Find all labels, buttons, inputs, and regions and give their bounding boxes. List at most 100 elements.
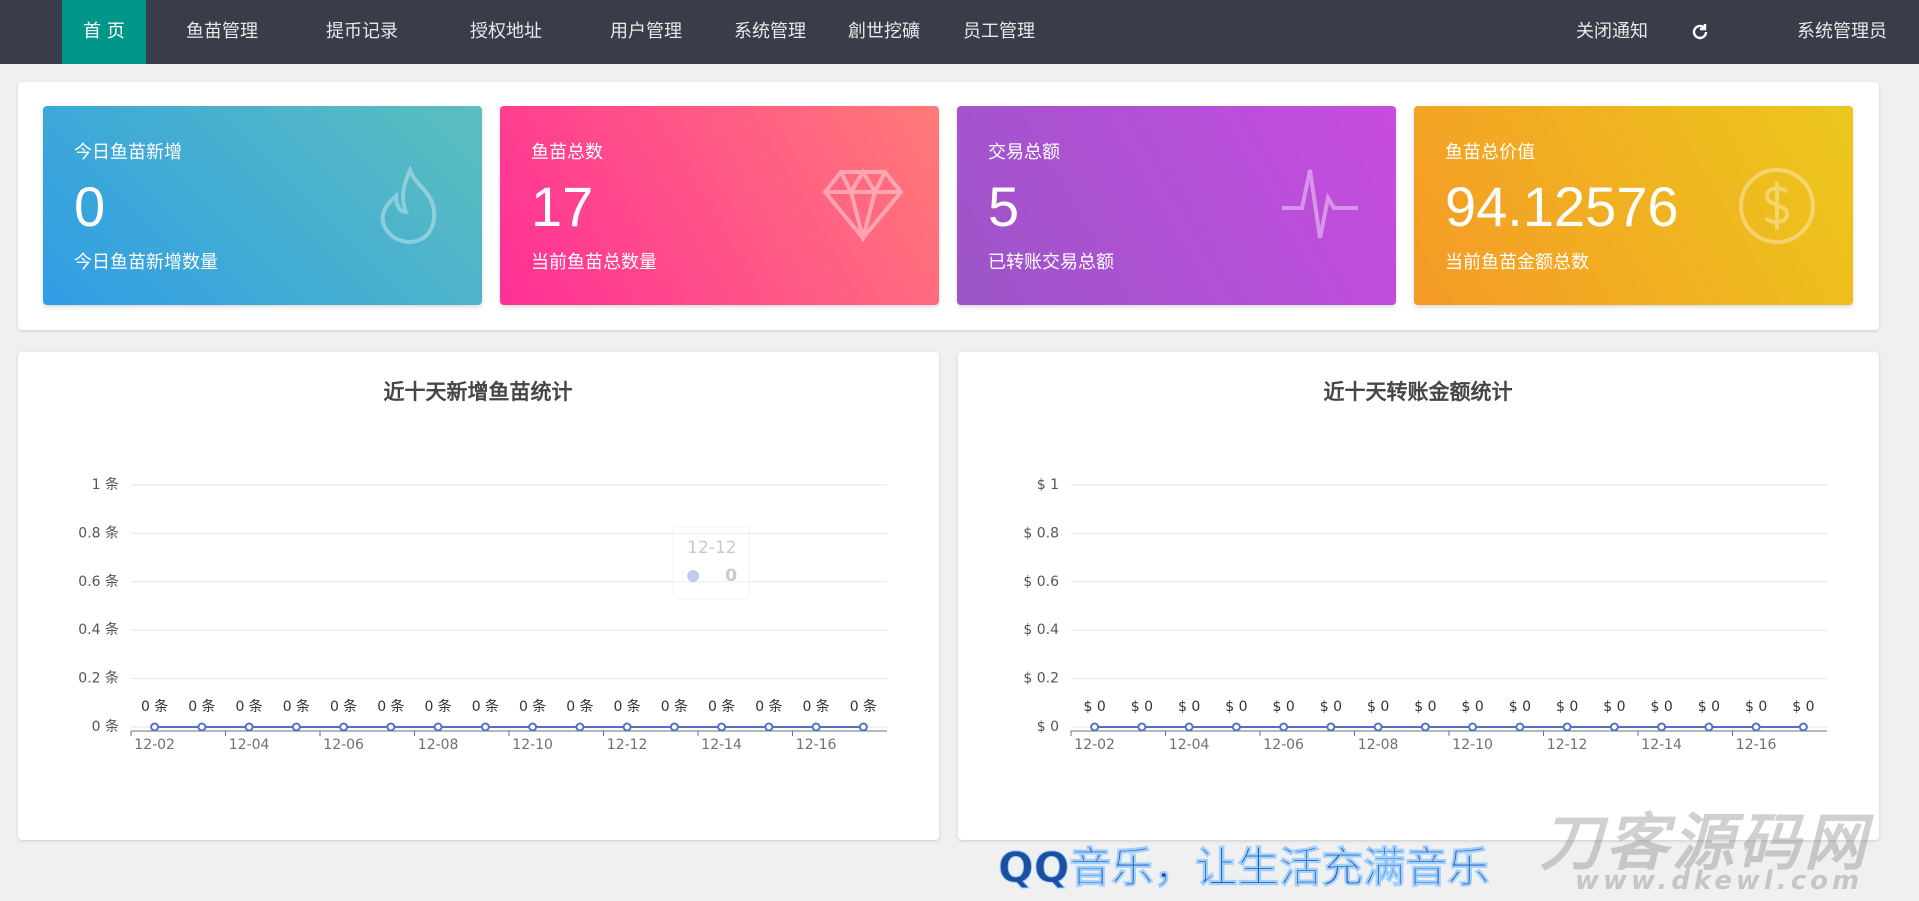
data-point bbox=[717, 722, 727, 732]
data-point bbox=[1704, 722, 1714, 732]
data-label: $ 0 bbox=[1745, 699, 1767, 715]
nav-item[interactable]: 授权地址 bbox=[470, 21, 542, 42]
data-label: $ 0 bbox=[1414, 699, 1436, 715]
nav-item[interactable]: 系统管理 bbox=[734, 21, 806, 42]
card-subtitle: 当前鱼苗金额总数 bbox=[1445, 252, 1589, 273]
data-label: 0 条 bbox=[141, 698, 168, 715]
x-tick-label: 12-06 bbox=[1263, 737, 1304, 753]
watermark-slogan: QQ音乐，让生活充满音乐 bbox=[997, 843, 1490, 893]
diamond-icon bbox=[823, 168, 903, 242]
y-tick-label: $ 0.4 bbox=[1023, 622, 1059, 638]
data-point bbox=[811, 722, 821, 732]
data-label: $ 0 bbox=[1272, 699, 1294, 715]
x-tick-label: 12-04 bbox=[1169, 737, 1210, 753]
x-tick-label: 12-02 bbox=[134, 737, 175, 753]
card-subtitle: 今日鱼苗新增数量 bbox=[74, 252, 218, 273]
x-tick-label: 12-06 bbox=[323, 737, 364, 753]
nav-item[interactable]: 关闭通知 bbox=[1576, 21, 1648, 42]
data-label: $ 0 bbox=[1650, 699, 1672, 715]
chart-title: 近十天转账金额统计 bbox=[1324, 380, 1513, 404]
x-tick-label: 12-16 bbox=[1736, 737, 1777, 753]
tooltip-dot bbox=[687, 570, 700, 582]
chart-title: 近十天新增鱼苗统计 bbox=[384, 380, 573, 404]
tooltip-title: 12-12 bbox=[687, 538, 736, 558]
card-title: 今日鱼苗新增 bbox=[74, 142, 182, 163]
data-point bbox=[244, 722, 254, 732]
data-point bbox=[1420, 722, 1430, 732]
data-label: 0 条 bbox=[235, 698, 262, 715]
data-label: $ 0 bbox=[1131, 699, 1153, 715]
data-point bbox=[1137, 722, 1147, 732]
data-label: 0 条 bbox=[188, 698, 215, 715]
nav-item[interactable]: 鱼苗管理 bbox=[186, 21, 258, 42]
data-point bbox=[1798, 722, 1808, 732]
card-title: 鱼苗总价值 bbox=[1445, 142, 1535, 163]
pulse-icon bbox=[1282, 169, 1358, 239]
data-label: $ 0 bbox=[1178, 699, 1200, 715]
data-label: 0 条 bbox=[519, 698, 546, 715]
data-label: $ 0 bbox=[1509, 699, 1531, 715]
card-value: 5 bbox=[988, 175, 1020, 238]
data-point bbox=[1562, 722, 1572, 732]
y-tick-label: $ 0.2 bbox=[1023, 671, 1059, 687]
chart: 近十天新增鱼苗统计 0 条 0.2 条 0.4 条 0.6 条 0.8 条 1 条 12-02… bbox=[78, 380, 887, 753]
y-tick-label: 0.4 条 bbox=[78, 621, 119, 638]
data-label: 0 条 bbox=[661, 698, 688, 715]
chart: 近十天转账金额统计 $ 0 $ 0.2 $ 0.4 $ 0.6 $ 0.8 $ 1 12-02… bbox=[1023, 380, 1827, 753]
y-tick-label: 0.2 条 bbox=[78, 670, 119, 687]
x-tick-label: 12-16 bbox=[796, 737, 837, 753]
stat-card: 交易总额 5 已转账交易总额 bbox=[957, 106, 1396, 305]
tooltip: 12-12 0 bbox=[672, 526, 750, 600]
x-tick-label: 12-12 bbox=[607, 737, 648, 753]
data-label: 0 条 bbox=[424, 698, 451, 715]
x-tick-label: 12-14 bbox=[701, 737, 742, 753]
flame-icon bbox=[380, 166, 437, 244]
data-point bbox=[1468, 722, 1478, 732]
data-point bbox=[1515, 722, 1525, 732]
card-value: 0 bbox=[74, 175, 106, 238]
nav-item[interactable]: 創世挖礦 bbox=[848, 21, 920, 42]
x-tick-label: 12-02 bbox=[1074, 737, 1115, 753]
stats-panel: 今日鱼苗新增 0 今日鱼苗新增数量 鱼苗总数 17 当前鱼苗总数量 交易总额 5… bbox=[18, 82, 1879, 330]
x-tick-label: 12-12 bbox=[1547, 737, 1588, 753]
nav-item[interactable]: 系统管理员 bbox=[1797, 21, 1887, 42]
data-point bbox=[339, 722, 349, 732]
chart-panel: 近十天转账金额统计 $ 0 $ 0.2 $ 0.4 $ 0.6 $ 0.8 $ 1 12-02… bbox=[958, 352, 1879, 840]
y-tick-label: 1 条 bbox=[92, 476, 119, 493]
data-point bbox=[858, 722, 868, 732]
data-label: 0 条 bbox=[613, 698, 640, 715]
data-label: $ 0 bbox=[1556, 699, 1578, 715]
data-label: 0 条 bbox=[850, 698, 877, 715]
tooltip-value: 0 bbox=[725, 566, 737, 586]
x-tick-label: 12-10 bbox=[512, 737, 553, 753]
data-label: $ 0 bbox=[1461, 699, 1483, 715]
nav-item[interactable]: 提币记录 bbox=[326, 21, 398, 42]
data-label: $ 0 bbox=[1792, 699, 1814, 715]
nav-item[interactable]: 员工管理 bbox=[963, 21, 1035, 42]
y-tick-label: $ 0 bbox=[1037, 719, 1059, 735]
stat-card: 鱼苗总价值 94.12576 当前鱼苗金额总数 bbox=[1414, 106, 1853, 305]
data-label: 0 条 bbox=[802, 698, 829, 715]
data-point bbox=[528, 722, 538, 732]
data-point bbox=[150, 722, 160, 732]
nav-item[interactable]: 首 页 bbox=[62, 0, 146, 64]
data-label: 0 条 bbox=[755, 698, 782, 715]
data-point bbox=[386, 722, 396, 732]
data-label: $ 0 bbox=[1603, 699, 1625, 715]
data-point bbox=[197, 722, 207, 732]
refresh-icon[interactable] bbox=[1690, 22, 1710, 42]
y-tick-label: 0.6 条 bbox=[78, 573, 119, 590]
data-label: 0 条 bbox=[472, 698, 499, 715]
tooltip-box bbox=[672, 526, 750, 600]
nav-item[interactable]: 用户管理 bbox=[610, 21, 682, 42]
data-point bbox=[1657, 722, 1667, 732]
data-point bbox=[1326, 722, 1336, 732]
data-point bbox=[622, 722, 632, 732]
data-point bbox=[1609, 722, 1619, 732]
data-point bbox=[480, 722, 490, 732]
data-label: 0 条 bbox=[708, 698, 735, 715]
data-point bbox=[575, 722, 585, 732]
data-label: $ 0 bbox=[1698, 699, 1720, 715]
card-value: 17 bbox=[531, 175, 594, 238]
data-point bbox=[433, 722, 443, 732]
